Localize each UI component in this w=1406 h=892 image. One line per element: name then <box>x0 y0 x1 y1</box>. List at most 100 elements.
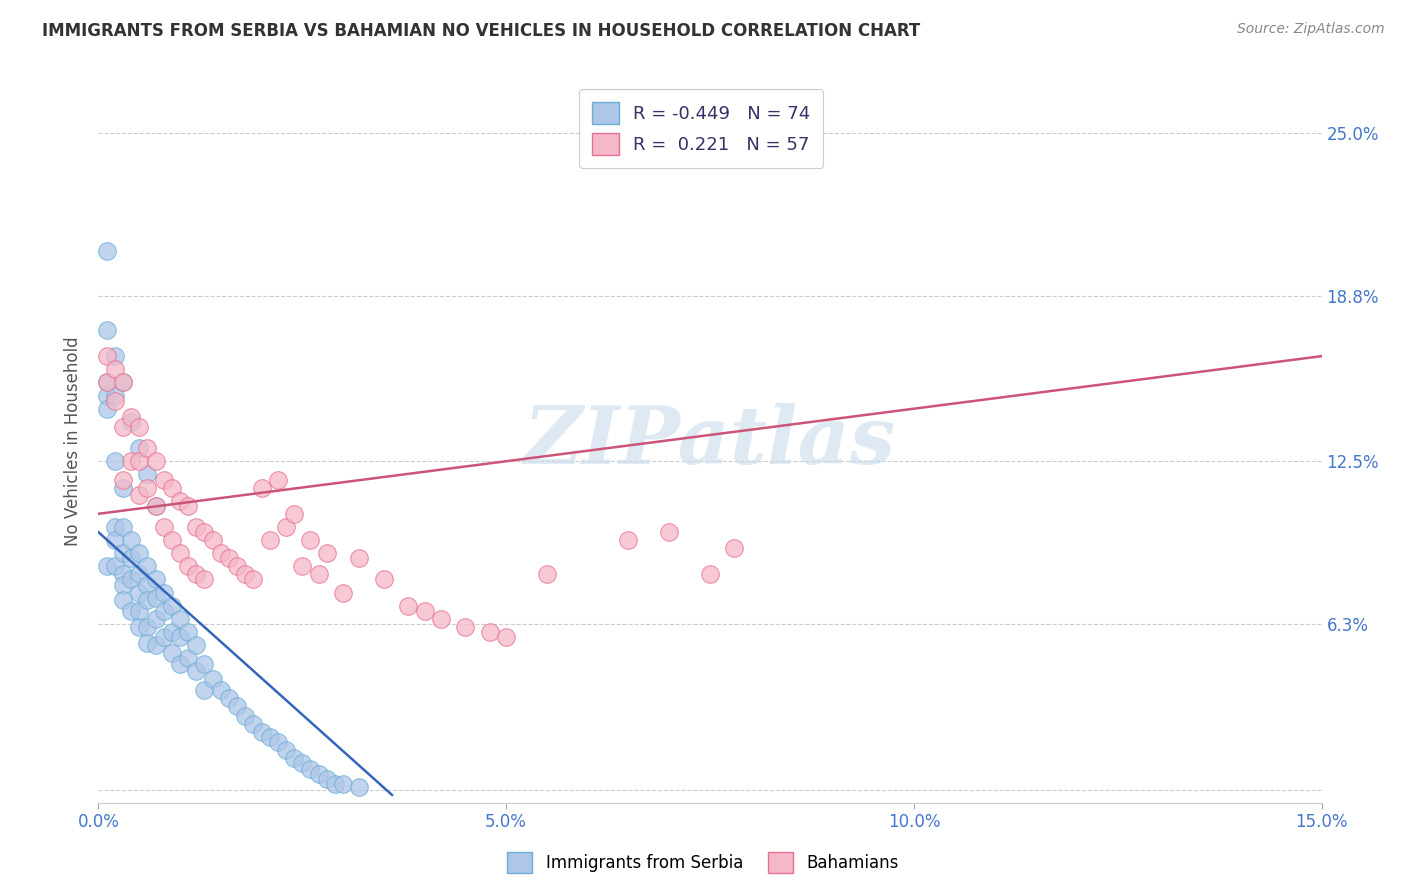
Point <box>169 612 191 626</box>
Point <box>104 533 127 547</box>
Point <box>536 567 558 582</box>
Point <box>136 481 159 495</box>
Point <box>250 481 273 495</box>
Point <box>96 376 118 390</box>
Point <box>218 551 240 566</box>
Point <box>259 730 281 744</box>
Point <box>186 665 208 679</box>
Point <box>315 772 337 786</box>
Point <box>104 559 127 574</box>
Point <box>373 573 395 587</box>
Text: ZIPatlas: ZIPatlas <box>524 403 896 480</box>
Point <box>186 567 208 582</box>
Point <box>128 585 150 599</box>
Point <box>104 349 127 363</box>
Point <box>136 635 159 649</box>
Point <box>104 454 127 468</box>
Point <box>104 388 127 402</box>
Point <box>111 420 134 434</box>
Point <box>332 777 354 791</box>
Point <box>96 349 118 363</box>
Point <box>267 735 290 749</box>
Point <box>128 454 150 468</box>
Point <box>111 520 134 534</box>
Point <box>723 541 745 555</box>
Point <box>136 559 159 574</box>
Point <box>169 493 191 508</box>
Point <box>111 546 134 560</box>
Point <box>96 376 118 390</box>
Point <box>152 520 174 534</box>
Point <box>128 604 150 618</box>
Text: Source: ZipAtlas.com: Source: ZipAtlas.com <box>1237 22 1385 37</box>
Point <box>120 415 142 429</box>
Point <box>128 546 150 560</box>
Point <box>226 559 249 574</box>
Point <box>96 388 118 402</box>
Point <box>283 507 305 521</box>
Point <box>193 525 215 540</box>
Point <box>658 525 681 540</box>
Point <box>136 467 159 482</box>
Point <box>96 401 118 416</box>
Point <box>145 612 167 626</box>
Point <box>274 520 297 534</box>
Point <box>323 777 346 791</box>
Point <box>242 573 264 587</box>
Point <box>152 585 174 599</box>
Point <box>111 578 134 592</box>
Point <box>96 323 118 337</box>
Point <box>104 393 127 408</box>
Point <box>699 567 721 582</box>
Point <box>152 604 174 618</box>
Point <box>120 533 142 547</box>
Point <box>226 698 249 713</box>
Point <box>145 499 167 513</box>
Point <box>128 620 150 634</box>
Point <box>299 533 322 547</box>
Point <box>218 690 240 705</box>
Point <box>299 762 322 776</box>
Point <box>177 559 200 574</box>
Point <box>177 651 200 665</box>
Point <box>128 441 150 455</box>
Point <box>160 625 183 640</box>
Point <box>308 767 330 781</box>
Point <box>349 780 371 794</box>
Point <box>111 376 134 390</box>
Point <box>209 546 232 560</box>
Point <box>120 551 142 566</box>
Point <box>478 625 501 640</box>
Point <box>396 599 419 613</box>
Point <box>177 625 200 640</box>
Point <box>332 585 354 599</box>
Point <box>160 646 183 660</box>
Point <box>169 657 191 671</box>
Point <box>111 593 134 607</box>
Point <box>152 630 174 644</box>
Point <box>201 533 224 547</box>
Point <box>349 551 371 566</box>
Point <box>120 604 142 618</box>
Point <box>267 473 290 487</box>
Point <box>120 573 142 587</box>
Point <box>136 578 159 592</box>
Point <box>169 630 191 644</box>
Point <box>315 546 337 560</box>
Point <box>160 481 183 495</box>
Point <box>193 682 215 697</box>
Point <box>454 620 477 634</box>
Point <box>96 559 118 574</box>
Point <box>128 420 150 434</box>
Point <box>136 441 159 455</box>
Point <box>193 573 215 587</box>
Point <box>160 533 183 547</box>
Point <box>259 533 281 547</box>
Point <box>128 488 150 502</box>
Point <box>152 473 174 487</box>
Point <box>242 717 264 731</box>
Point <box>233 709 256 723</box>
Point <box>617 533 640 547</box>
Point <box>291 559 314 574</box>
Point <box>111 481 134 495</box>
